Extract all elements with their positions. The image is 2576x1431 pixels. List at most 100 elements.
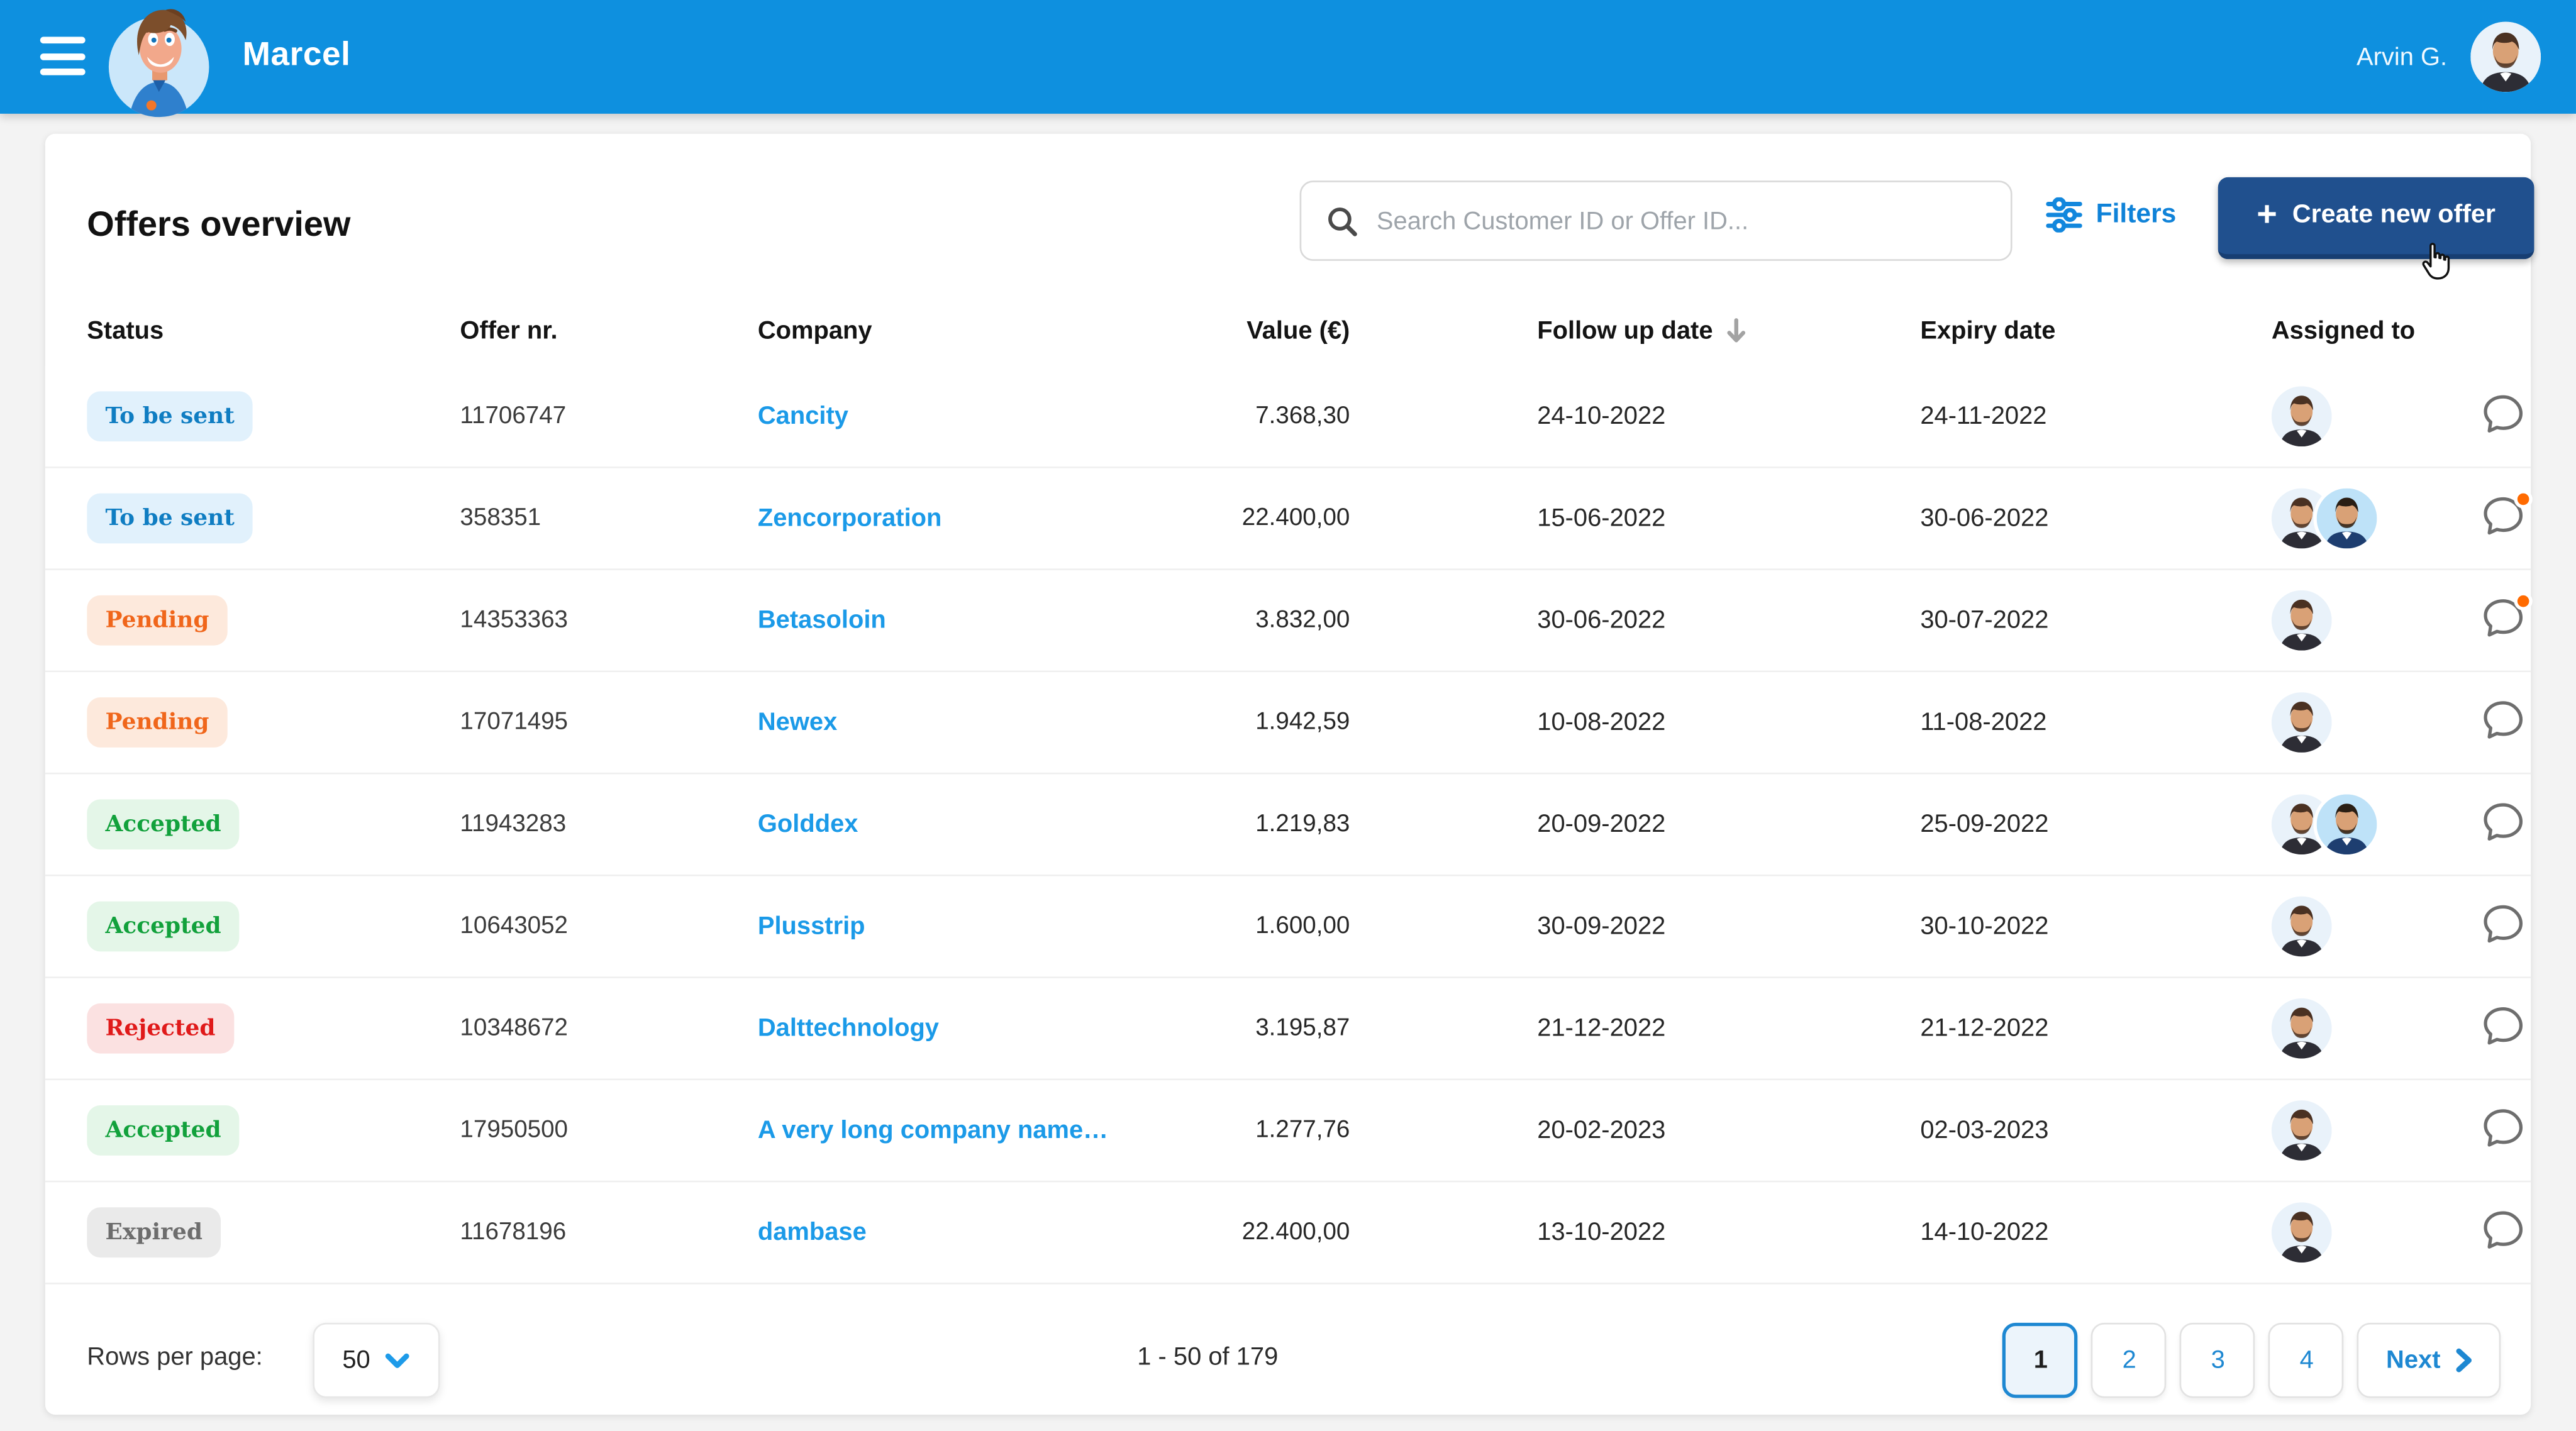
- follow-up-date: 30-09-2022: [1537, 912, 1666, 941]
- follow-up-date: 21-12-2022: [1537, 1014, 1666, 1043]
- page-button-4[interactable]: 4: [2268, 1322, 2345, 1398]
- offer-value: 22.400,00: [1241, 505, 1350, 532]
- chevron-right-icon: [2455, 1348, 2472, 1373]
- offer-value: 3.195,87: [1255, 1015, 1350, 1042]
- expiry-date: 24-11-2022: [1920, 402, 2047, 431]
- follow-up-date: 30-06-2022: [1537, 606, 1666, 635]
- table-row[interactable]: Rejected 10348672 Dalttechnology 3.195,8…: [45, 978, 2531, 1081]
- table-row[interactable]: Accepted 10643052 Plusstrip 1.600,00 30-…: [45, 876, 2531, 978]
- search-box: [1299, 180, 2012, 261]
- page-button-1[interactable]: 1: [2002, 1322, 2079, 1398]
- assignee-avatar: [2271, 1202, 2332, 1263]
- page-button-2[interactable]: 2: [2091, 1322, 2167, 1398]
- company-link[interactable]: Zencorporation: [757, 504, 942, 533]
- chat-button[interactable]: [2480, 902, 2531, 952]
- filters-button[interactable]: Filters: [2046, 197, 2176, 233]
- column-header-assigned-to[interactable]: Assigned to: [2271, 317, 2416, 346]
- expiry-date: 14-10-2022: [1920, 1218, 2049, 1247]
- assignee-avatars: [2271, 488, 2377, 549]
- company-link[interactable]: dambase: [757, 1218, 867, 1247]
- sort-descending-icon: [1724, 317, 1748, 345]
- expiry-date: 30-07-2022: [1920, 606, 2049, 635]
- table-row[interactable]: To be sent 11706747 Cancity 7.368,30 24-…: [45, 366, 2531, 468]
- follow-up-date: 13-10-2022: [1537, 1218, 1666, 1247]
- offer-number: 11706747: [460, 402, 567, 430]
- offer-value: 7.368,30: [1255, 402, 1350, 430]
- expiry-date: 11-08-2022: [1920, 708, 2047, 737]
- offer-value: 1.219,83: [1255, 810, 1350, 838]
- status-badge: To be sent: [87, 493, 253, 544]
- chat-bubble-icon: [2484, 803, 2523, 841]
- column-header-company[interactable]: Company: [757, 317, 872, 346]
- chat-bubble-icon: [2484, 599, 2523, 637]
- table-row[interactable]: Accepted 17950500 A very long company na…: [45, 1080, 2531, 1183]
- next-page-button[interactable]: Next: [2357, 1322, 2501, 1398]
- column-header-value[interactable]: Value (€): [1246, 317, 1350, 346]
- table-row[interactable]: Expired 11678196 dambase 22.400,00 13-10…: [45, 1182, 2531, 1285]
- status-badge: Expired: [87, 1207, 221, 1258]
- company-link[interactable]: Dalttechnology: [757, 1014, 940, 1043]
- status-badge: Accepted: [87, 901, 240, 952]
- expiry-date: 30-06-2022: [1920, 504, 2049, 533]
- assignee-avatar: [2316, 488, 2377, 549]
- follow-up-date: 10-08-2022: [1537, 708, 1666, 737]
- chat-bubble-icon: [2484, 905, 2523, 943]
- table-row[interactable]: Accepted 11943283 Golddex 1.219,83 20-09…: [45, 774, 2531, 876]
- assignee-avatar: [2316, 794, 2377, 855]
- filters-label: Filters: [2096, 199, 2177, 229]
- offer-number: 10348672: [460, 1015, 569, 1042]
- status-badge: Pending: [87, 595, 228, 646]
- chat-button[interactable]: [2480, 1207, 2531, 1257]
- search-icon: [1324, 203, 1360, 238]
- table-header: Status Offer nr. Company Value (€) Follo…: [45, 296, 2531, 367]
- company-link[interactable]: Newex: [757, 708, 838, 737]
- rows-per-page-select[interactable]: 50: [313, 1322, 440, 1398]
- column-header-offer-nr[interactable]: Offer nr.: [460, 317, 558, 346]
- chat-button[interactable]: [2480, 697, 2531, 748]
- offer-number: 11943283: [460, 810, 567, 838]
- assignee-avatar: [2271, 896, 2332, 957]
- column-header-expiry-date[interactable]: Expiry date: [1920, 317, 2056, 346]
- chat-button[interactable]: [2480, 391, 2531, 441]
- offer-number: 17950500: [460, 1117, 569, 1144]
- assignee-avatars: [2271, 386, 2332, 447]
- offer-value: 3.832,00: [1255, 607, 1350, 634]
- offers-card: Offers overview Filters + Create new off…: [45, 133, 2534, 1415]
- create-new-offer-button[interactable]: + Create new offer: [2218, 177, 2534, 260]
- user-avatar[interactable]: [2470, 21, 2541, 92]
- expiry-date: 30-10-2022: [1920, 912, 2049, 941]
- topbar: Marcel Arvin G.: [0, 0, 2576, 118]
- page-button-3[interactable]: 3: [2180, 1322, 2256, 1398]
- hamburger-menu-icon[interactable]: [40, 36, 86, 77]
- chat-button[interactable]: [2480, 799, 2531, 849]
- assignee-avatar: [2271, 386, 2332, 447]
- assignee-avatars: [2271, 692, 2332, 753]
- company-link[interactable]: Plusstrip: [757, 912, 865, 941]
- chat-bubble-icon: [2484, 701, 2523, 739]
- company-link[interactable]: Cancity: [757, 402, 848, 431]
- rows-per-page-label: Rows per page:: [87, 1342, 263, 1371]
- page-title: Offers overview: [87, 206, 351, 245]
- table-row[interactable]: Pending 17071495 Newex 1.942,59 10-08-20…: [45, 672, 2531, 775]
- company-link[interactable]: A very long company name…: [757, 1116, 1109, 1145]
- offer-number: 14353363: [460, 607, 569, 634]
- offer-number: 17071495: [460, 709, 569, 736]
- chat-button[interactable]: [2480, 1105, 2531, 1156]
- chat-button[interactable]: [2480, 490, 2533, 544]
- company-link[interactable]: Golddex: [757, 810, 858, 839]
- company-link[interactable]: Betasoloin: [757, 606, 886, 635]
- table-row[interactable]: Pending 14353363 Betasoloin 3.832,00 30-…: [45, 570, 2533, 673]
- expiry-date: 21-12-2022: [1920, 1014, 2049, 1043]
- status-badge: Pending: [87, 697, 228, 748]
- assignee-avatar: [2271, 692, 2332, 753]
- assignee-avatars: [2271, 794, 2377, 855]
- chat-button[interactable]: [2480, 592, 2533, 646]
- offer-value: 1.600,00: [1255, 913, 1350, 940]
- chat-bubble-icon: [2484, 497, 2523, 535]
- notification-dot: [2514, 490, 2533, 509]
- column-header-status[interactable]: Status: [87, 317, 164, 346]
- column-header-follow-up-date[interactable]: Follow up date: [1537, 317, 1748, 345]
- table-row[interactable]: To be sent 358351 Zencorporation 22.400,…: [45, 468, 2533, 570]
- chat-button[interactable]: [2480, 1003, 2531, 1054]
- search-input[interactable]: [1376, 206, 1987, 235]
